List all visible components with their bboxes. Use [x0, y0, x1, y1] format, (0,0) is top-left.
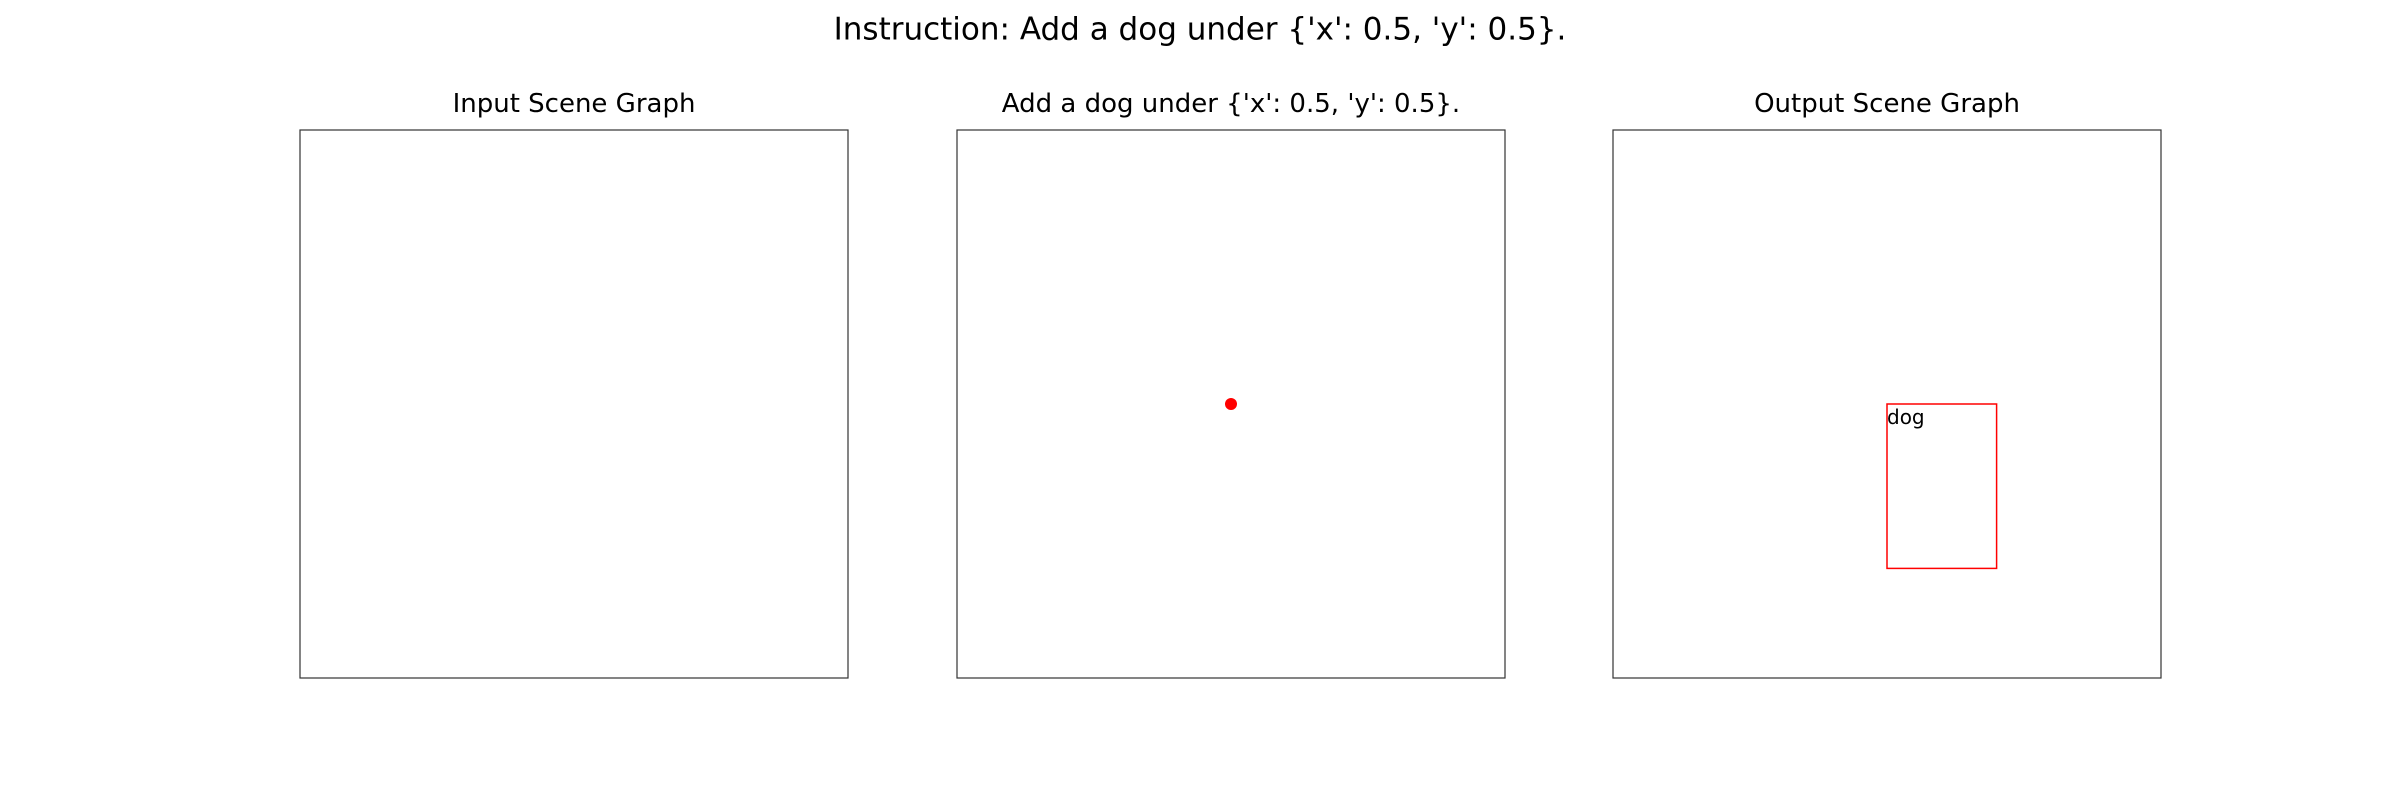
target-point — [1225, 398, 1237, 410]
object-box — [1886, 403, 1998, 570]
panel-frame — [299, 129, 849, 679]
figure-title: Instruction: Add a dog under {'x': 0.5, … — [834, 12, 1567, 48]
panel-title: Add a dog under {'x': 0.5, 'y': 0.5}. — [1002, 89, 1460, 119]
panel-title: Input Scene Graph — [453, 89, 696, 119]
object-label: dog — [1887, 405, 1925, 429]
panel-frame — [956, 129, 1506, 679]
panel-title: Output Scene Graph — [1754, 89, 2020, 119]
panel-frame — [1612, 129, 2162, 679]
